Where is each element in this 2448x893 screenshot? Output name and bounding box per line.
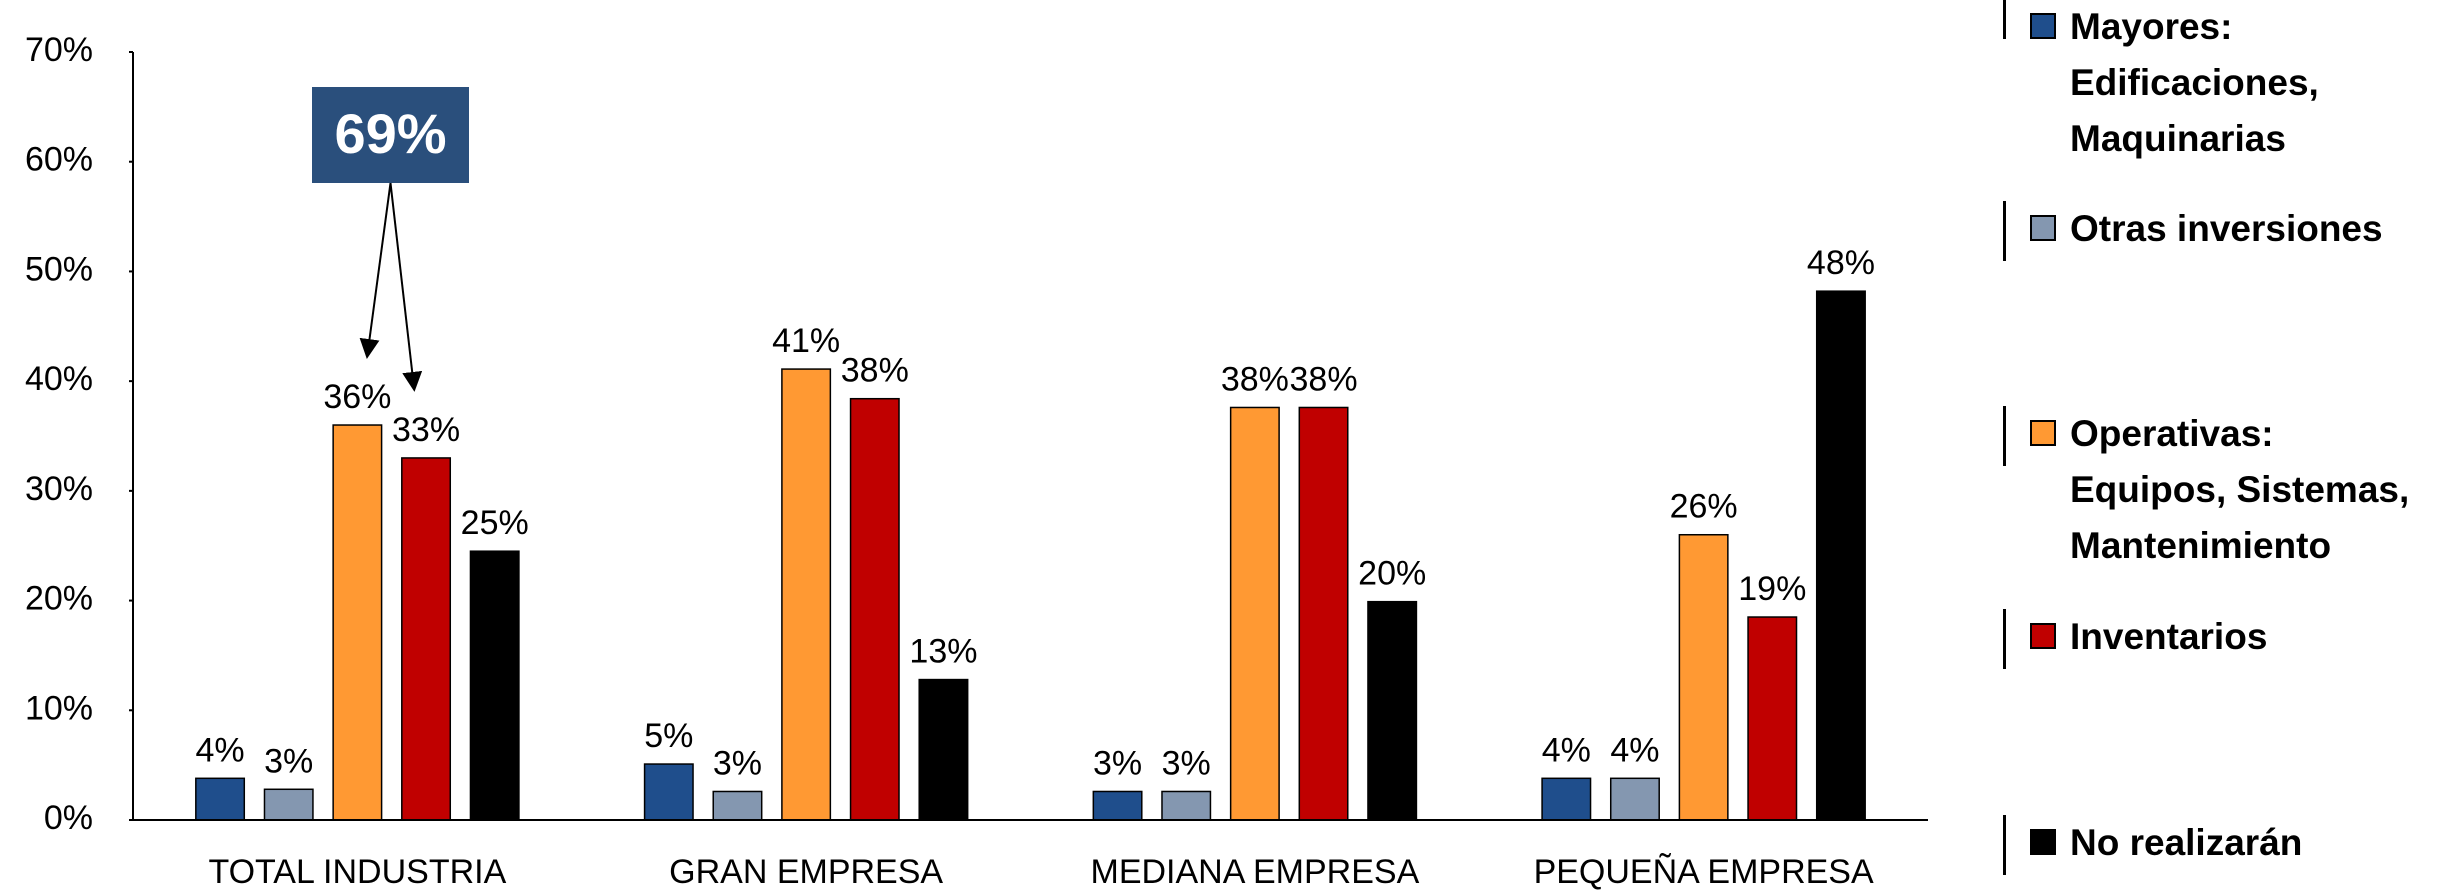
data-label: 3% [1162, 744, 1211, 782]
legend-label: No realizarán [2070, 822, 2303, 863]
bar [401, 457, 452, 821]
annotation-arrow [359, 182, 392, 359]
data-label: 13% [909, 633, 977, 671]
legend-swatch [2030, 623, 2056, 649]
data-label: 41% [772, 322, 840, 360]
bar [712, 790, 763, 821]
legend-item: No realizarán [2000, 815, 2440, 871]
bar [1161, 790, 1212, 821]
bar [643, 763, 694, 821]
legend-item: Otras inversiones [2000, 201, 2440, 257]
annotation-box [312, 87, 469, 183]
data-label: 3% [713, 744, 762, 782]
y-tick-label: 30% [25, 470, 93, 508]
x-tick-label: TOTAL INDUSTRIA [208, 853, 506, 891]
data-label: 19% [1738, 570, 1806, 608]
bar [469, 550, 520, 821]
bar [1092, 790, 1143, 821]
legend-label: Inventarios [2070, 616, 2268, 657]
bar [263, 788, 314, 821]
data-label: 20% [1358, 555, 1426, 593]
y-tick-label: 40% [25, 360, 93, 398]
y-tick-label: 0% [44, 799, 93, 837]
y-tick-label: 50% [25, 250, 93, 288]
bar [1229, 406, 1280, 821]
legend-rule [2003, 609, 2006, 669]
bar [1747, 616, 1798, 821]
data-label: 36% [323, 378, 391, 416]
chart: 0% 10% 20% 30% 40% 50% 60% 70% 4% 5% 3% 4% 3% 3% 3% 4% 3… [25, 31, 1928, 891]
data-label: 3% [1093, 744, 1142, 782]
y-tick-label: 20% [25, 580, 93, 618]
bar [1367, 600, 1418, 821]
data-label: 38% [841, 352, 909, 390]
data-label: 38% [1290, 360, 1358, 398]
bar [918, 678, 969, 821]
legend-rule [2003, 815, 2006, 875]
legend: Mayores: Edificaciones, Maquinarias Otras… [2000, 0, 2448, 893]
x-tick-label: MEDIANA EMPRESA [1091, 853, 1420, 891]
bar [195, 777, 246, 821]
bar [1298, 406, 1349, 821]
legend-swatch [2030, 13, 2056, 39]
legend-rule [2003, 406, 2006, 466]
x-tick-label: GRAN EMPRESA [669, 853, 943, 891]
annotation-arrow [389, 182, 423, 392]
legend-swatch [2030, 829, 2056, 855]
bar [849, 397, 900, 821]
legend-swatch [2030, 420, 2056, 446]
y-tick-label: 10% [25, 689, 93, 727]
legend-item: Inventarios [2000, 609, 2440, 665]
legend-swatch [2030, 215, 2056, 241]
data-label: 4% [1542, 731, 1591, 769]
y-tick-label: 60% [25, 141, 93, 179]
bar [332, 424, 383, 821]
data-label: 26% [1670, 488, 1738, 526]
bar [781, 368, 832, 821]
legend-rule [2003, 201, 2006, 261]
data-label: 33% [392, 411, 460, 449]
data-label: 4% [1610, 731, 1659, 769]
y-tick-label: 70% [25, 31, 93, 69]
legend-label: Mayores: Edificaciones, Maquinarias [2070, 6, 2319, 159]
annotation: 69% [334, 102, 446, 165]
bar [1609, 777, 1660, 821]
legend-item: Operativas: Equipos, Sistemas, Mantenimi… [2000, 406, 2440, 574]
data-label: 48% [1807, 244, 1875, 282]
data-label: 5% [644, 717, 693, 755]
data-label: 3% [264, 742, 313, 780]
data-label: 38% [1221, 360, 1289, 398]
legend-label: Operativas: Equipos, Sistemas, Mantenimi… [2070, 413, 2410, 566]
data-label: 25% [461, 504, 529, 542]
legend-label: Otras inversiones [2070, 208, 2383, 249]
data-label: 4% [195, 731, 244, 769]
bar [1678, 533, 1729, 821]
legend-item: Mayores: Edificaciones, Maquinarias [2000, 0, 2440, 167]
x-tick-label: PEQUEÑA EMPRESA [1534, 853, 1874, 891]
bar [1541, 777, 1592, 821]
bar [1815, 290, 1866, 821]
legend-rule [2003, 0, 2006, 39]
